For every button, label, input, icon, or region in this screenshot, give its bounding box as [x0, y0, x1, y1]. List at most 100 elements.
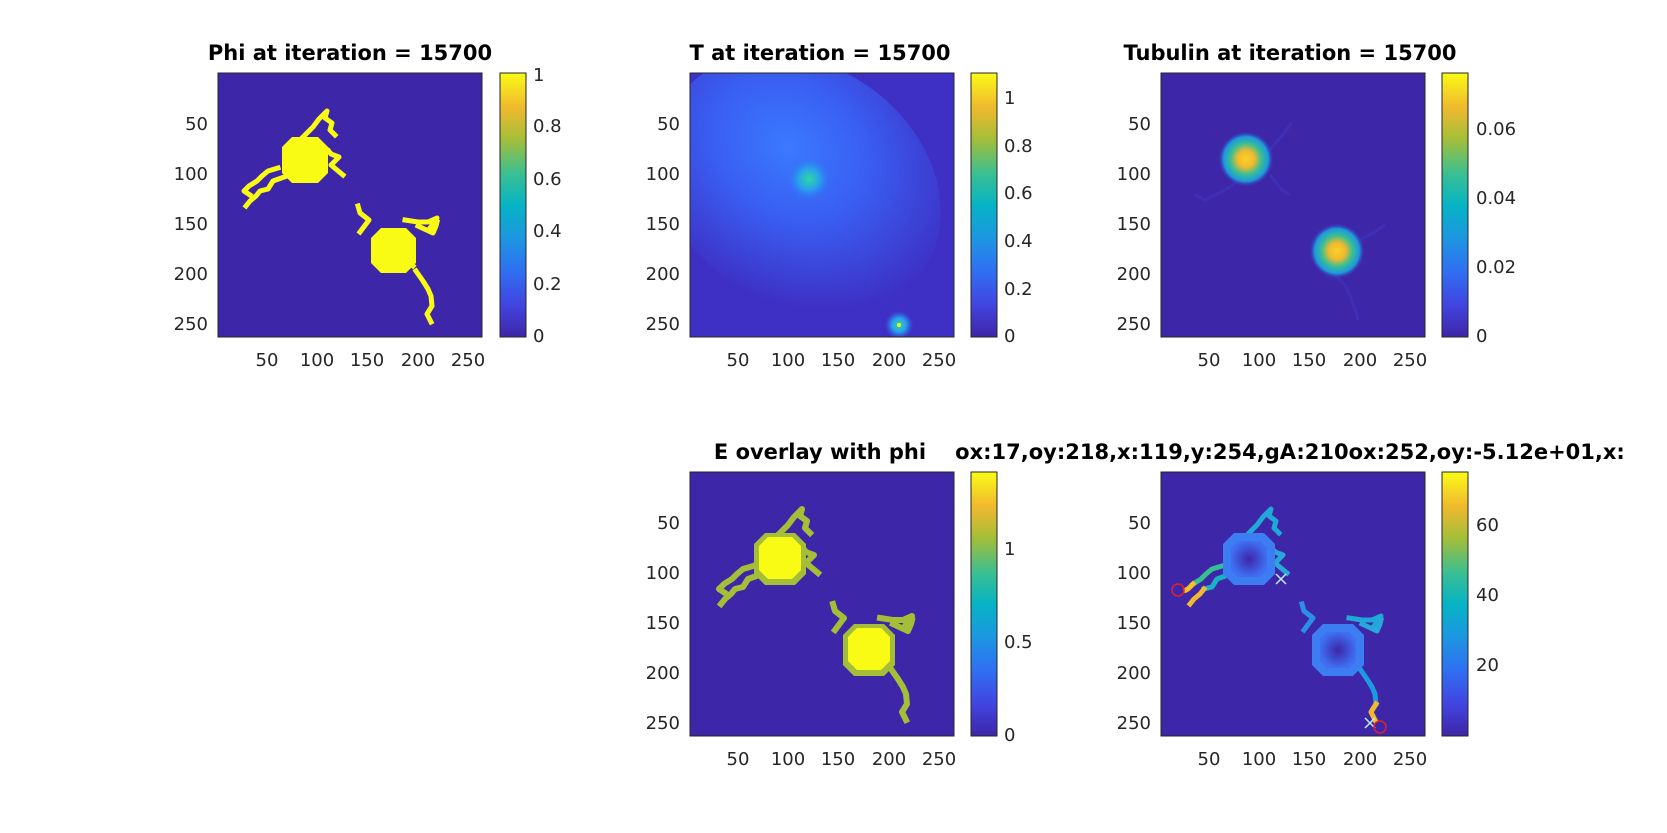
growth-yticks: 50 100 150 200 250 [1117, 513, 1151, 734]
phi-yticks: 50 100 150 200 250 [174, 114, 208, 335]
phi-title: Phi at iteration = 15700 [208, 41, 492, 65]
e-soma-2 [848, 628, 890, 670]
phi-cbar-tick: 0.2 [533, 274, 562, 295]
e-neurites [716, 506, 916, 725]
t-ytick: 150 [646, 214, 680, 235]
growth-axes-box [1160, 471, 1426, 737]
e-cells [716, 506, 916, 725]
phi-cbar-tick: 0 [533, 326, 544, 347]
e-colorbar [970, 471, 998, 737]
t-xticks: 50 100 150 200 250 [727, 350, 957, 371]
phi-xtick: 50 [256, 350, 279, 371]
t-ytick: 200 [646, 264, 680, 285]
growth-colorbar-ticks: 20 40 60 [1476, 515, 1499, 676]
tubulin-cbar-tick: 0.04 [1476, 188, 1516, 209]
phi-axes-box [217, 72, 483, 338]
tubulin-ytick: 250 [1117, 314, 1151, 335]
e-yticks: 50 100 150 200 250 [646, 513, 680, 734]
t-colorbar-ticks: 0 0.2 0.4 0.6 0.8 1 [1004, 88, 1033, 347]
e-plot-area [690, 472, 954, 736]
tubulin-faint-neurites [1194, 121, 1386, 321]
phi-colorbar-ticks: 0 0.2 0.4 0.6 0.8 1 [533, 65, 562, 347]
phi-xtick: 200 [401, 350, 435, 371]
tubulin-cbar-tick: 0 [1476, 326, 1487, 347]
tubulin-cbar-tick: 0.06 [1476, 119, 1516, 140]
phi-xtick: 250 [451, 350, 485, 371]
tubulin-title: Tubulin at iteration = 15700 [1123, 41, 1456, 65]
growth-cbar-tick: 60 [1476, 515, 1499, 536]
e-xtick: 100 [771, 749, 805, 770]
growth-origin-marker [1171, 583, 1185, 597]
tubulin-yticks: 50 100 150 200 250 [1117, 114, 1151, 335]
growth-plot-area [1161, 472, 1425, 736]
t-source-2-peak [897, 323, 901, 327]
growth-ytick: 50 [1128, 513, 1151, 534]
t-cbar-tick: 0.6 [1004, 183, 1033, 204]
tubulin-ytick: 50 [1128, 114, 1151, 135]
phi-colorbar [499, 72, 527, 338]
e-xtick: 50 [727, 749, 750, 770]
phi-xtick: 150 [350, 350, 384, 371]
tubulin-axes-box [1160, 72, 1426, 338]
t-ytick: 100 [646, 164, 680, 185]
growth-colorbar [1441, 471, 1469, 737]
t-xtick: 150 [821, 350, 855, 371]
growth-soma-2-core [1320, 632, 1356, 668]
growth-title: ox:17,oy:218,x:119,y:254,gA:210ox:252,oy… [955, 440, 1625, 464]
tubulin-xtick: 50 [1198, 350, 1221, 371]
growth-origin-marker-2 [1373, 720, 1387, 734]
e-ytick: 50 [657, 513, 680, 534]
growth-target-marker [1275, 573, 1287, 585]
tubulin-cbar-tick: 0.02 [1476, 257, 1516, 278]
t-source-1 [787, 157, 831, 201]
e-ytick: 250 [646, 713, 680, 734]
tubulin-xtick: 250 [1393, 350, 1427, 371]
tubulin-plot-area [1161, 73, 1425, 337]
tubulin-colorbar-ticks: 0 0.02 0.04 0.06 [1476, 119, 1516, 347]
phi-xtick: 100 [300, 350, 334, 371]
t-ytick: 250 [646, 314, 680, 335]
phi-soma-2 [371, 228, 416, 273]
phi-cells [241, 108, 441, 326]
e-cbar-tick: 0.5 [1004, 632, 1033, 653]
phi-plot-area [218, 73, 482, 337]
e-axes-box [689, 471, 955, 737]
growth-xtick: 100 [1242, 749, 1276, 770]
e-panel: 50 100 150 200 250 50 100 150 200 250 0 … [646, 471, 1033, 770]
t-ytick: 50 [657, 114, 680, 135]
phi-cbar-tick: 0.4 [533, 221, 562, 242]
e-xticks: 50 100 150 200 250 [727, 749, 957, 770]
tubulin-xtick: 150 [1292, 350, 1326, 371]
t-field [690, 73, 941, 337]
phi-panel: Phi at iteration = 15700 50 100 150 200 [174, 41, 562, 371]
tubulin-ytick: 200 [1117, 264, 1151, 285]
e-colorbar-ticks: 0 0.5 1 [1004, 539, 1033, 746]
growth-cbar-tick: 20 [1476, 655, 1499, 676]
phi-ytick: 250 [174, 314, 208, 335]
t-panel: T at iteration = 15700 50 100 150 200 25… [646, 41, 1033, 371]
phi-ytick: 200 [174, 264, 208, 285]
growth-ytick: 250 [1117, 713, 1151, 734]
tubulin-panel: Tubulin at iteration = 15700 50 100 150 … [1117, 41, 1516, 371]
growth-cbar-tick: 40 [1476, 585, 1499, 606]
growth-ytick: 150 [1117, 613, 1151, 634]
e-xtick: 250 [922, 749, 956, 770]
e-ytick: 100 [646, 563, 680, 584]
tubulin-field [1194, 121, 1386, 321]
phi-cbar-tick: 0.6 [533, 169, 562, 190]
growth-xtick: 200 [1343, 749, 1377, 770]
e-ytick: 150 [646, 613, 680, 634]
phi-ytick: 150 [174, 214, 208, 235]
e-soma-1 [759, 537, 801, 579]
tubulin-xtick: 100 [1242, 350, 1276, 371]
tubulin-ytick: 100 [1117, 164, 1151, 185]
t-title: T at iteration = 15700 [689, 41, 950, 65]
e-cbar-tick: 1 [1004, 539, 1015, 560]
t-xtick: 100 [771, 350, 805, 371]
tubulin-colorbar [1441, 72, 1469, 338]
growth-ytick: 100 [1117, 563, 1151, 584]
phi-ytick: 100 [174, 164, 208, 185]
e-xtick: 150 [821, 749, 855, 770]
tubulin-xticks: 50 100 150 200 250 [1198, 350, 1428, 371]
t-xtick: 250 [922, 350, 956, 371]
